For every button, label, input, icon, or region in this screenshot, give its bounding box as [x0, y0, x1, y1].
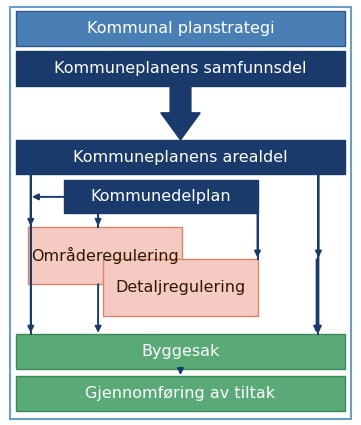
Bar [16, 140, 345, 175]
Bar [104, 259, 257, 316]
Text: Kommunedelplan: Kommunedelplan [91, 190, 231, 204]
Bar [16, 376, 345, 411]
Bar [16, 11, 345, 46]
Polygon shape [161, 86, 200, 140]
Bar [28, 227, 182, 284]
Bar [16, 334, 345, 369]
Bar [64, 180, 257, 213]
Text: Kommuneplanens arealdel: Kommuneplanens arealdel [73, 150, 288, 165]
Bar [16, 51, 345, 86]
Text: Kommuneplanens samfunnsdel: Kommuneplanens samfunnsdel [54, 61, 307, 76]
Text: Detaljregulering: Detaljregulering [116, 280, 245, 295]
Text: Byggesak: Byggesak [141, 344, 220, 359]
Text: Kommunal planstrategi: Kommunal planstrategi [87, 21, 274, 36]
Text: Gjennomføring av tiltak: Gjennomføring av tiltak [86, 386, 275, 401]
Text: Områderegulering: Områderegulering [31, 247, 179, 264]
